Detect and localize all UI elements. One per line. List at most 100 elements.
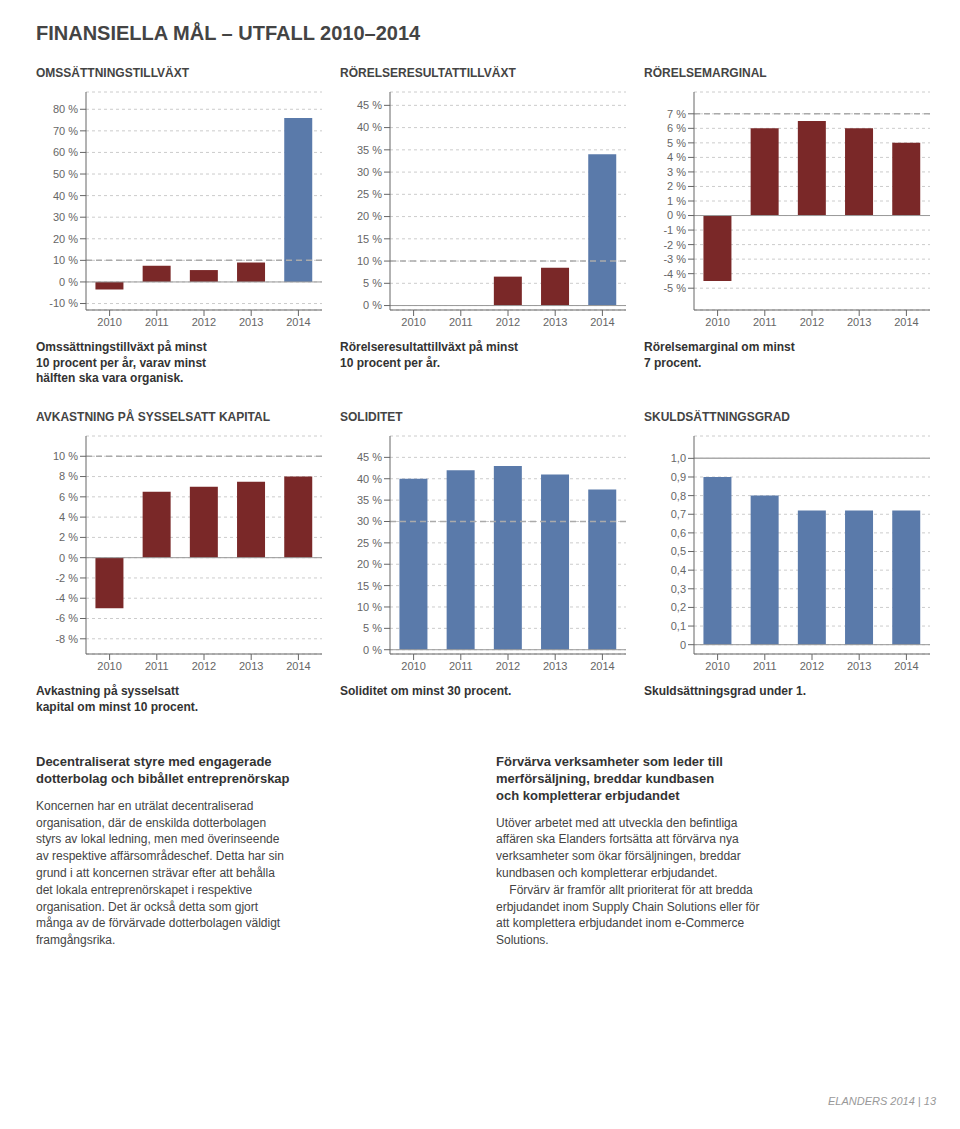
svg-text:3 %: 3 % [667,166,686,178]
svg-text:35 %: 35 % [357,494,382,506]
svg-text:40 %: 40 % [53,190,78,202]
svg-text:0,3: 0,3 [671,583,686,595]
svg-text:25 %: 25 % [357,188,382,200]
svg-text:-10 %: -10 % [49,297,78,309]
svg-text:2014: 2014 [286,316,310,328]
svg-text:2010: 2010 [97,316,121,328]
svg-text:2013: 2013 [847,660,871,672]
svg-text:0 %: 0 % [363,299,382,311]
html-text:Rörelseresultattillväxt på min: Rörelseresultattillväxt på minst 10 proc… [340,340,519,370]
svg-text:2010: 2010 [401,660,425,672]
svg-text:2012: 2012 [496,316,520,328]
svg-text:2012: 2012 [800,660,824,672]
svg-text:20 %: 20 % [357,558,382,570]
svg-text:5 %: 5 % [363,277,382,289]
svg-text:0: 0 [680,639,686,651]
svg-text:-4 %: -4 % [55,592,78,604]
svg-text:4 %: 4 % [59,511,78,523]
svg-text:2011: 2011 [753,660,777,672]
html-text:Utöver arbetet med att utveckl: Utöver arbetet med att utveckla den befi… [496,815,760,948]
svg-text:2010: 2010 [705,316,729,328]
svg-text:-5 %: -5 % [663,282,686,294]
svg-text:6 %: 6 % [59,491,78,503]
svg-text:2013: 2013 [543,316,567,328]
svg-text:60 %: 60 % [53,146,78,158]
svg-text:2012: 2012 [800,316,824,328]
svg-text:0,7: 0,7 [671,508,686,520]
svg-text:2010: 2010 [97,660,121,672]
svg-text:15 %: 15 % [357,580,382,592]
svg-text:35 %: 35 % [357,144,382,156]
svg-text:-2 %: -2 % [663,239,686,251]
html-text:Omssättningstillväxt på minst: Omssättningstillväxt på minst 10 procent… [36,340,207,386]
svg-text:-8 %: -8 % [55,633,78,645]
svg-text:2013: 2013 [847,316,871,328]
svg-text:1,0: 1,0 [671,452,686,464]
svg-text:2010: 2010 [401,316,425,328]
svg-text:-3 %: -3 % [663,253,686,265]
svg-text:5 %: 5 % [667,137,686,149]
svg-text:30 %: 30 % [357,515,382,527]
svg-text:2014: 2014 [894,660,918,672]
svg-text:-2 %: -2 % [55,572,78,584]
svg-text:2 %: 2 % [667,180,686,192]
svg-text:-1 %: -1 % [663,224,686,236]
svg-text:10 %: 10 % [53,254,78,266]
svg-text:10 %: 10 % [53,450,78,462]
svg-text:20 %: 20 % [357,210,382,222]
svg-text:2 %: 2 % [59,531,78,543]
svg-text:2011: 2011 [145,660,169,672]
svg-text:20 %: 20 % [53,233,78,245]
svg-text:0 %: 0 % [59,276,78,288]
svg-text:2014: 2014 [894,316,918,328]
svg-text:2012: 2012 [496,660,520,672]
svg-text:2013: 2013 [239,660,263,672]
svg-text:80 %: 80 % [53,103,78,115]
svg-text:6 %: 6 % [667,122,686,134]
svg-text:2011: 2011 [449,660,473,672]
svg-text:0,2: 0,2 [671,601,686,613]
svg-text:2010: 2010 [705,660,729,672]
svg-text:45 %: 45 % [357,451,382,463]
svg-text:15 %: 15 % [357,233,382,245]
svg-text:0,8: 0,8 [671,490,686,502]
svg-text:2011: 2011 [449,316,473,328]
svg-text:0 %: 0 % [59,552,78,564]
svg-text:0 %: 0 % [363,644,382,656]
svg-text:1 %: 1 % [667,195,686,207]
svg-text:2014: 2014 [590,660,614,672]
svg-text:0,6: 0,6 [671,527,686,539]
svg-text:10 %: 10 % [357,601,382,613]
svg-text:0,1: 0,1 [671,620,686,632]
svg-text:25 %: 25 % [357,537,382,549]
svg-text:2014: 2014 [286,660,310,672]
svg-text:50 %: 50 % [53,168,78,180]
html-text:Förvärva verksamheter som lede: Förvärva verksamheter som leder till mer… [496,754,723,803]
svg-text:-4 %: -4 % [663,268,686,280]
html-text:Koncernen har en uträlat decen: Koncernen har en uträlat decentraliserad… [36,798,284,948]
svg-text:0,9: 0,9 [671,471,686,483]
svg-text:8 %: 8 % [59,470,78,482]
svg-text:-6 %: -6 % [55,612,78,624]
svg-text:2014: 2014 [590,316,614,328]
svg-text:2011: 2011 [145,316,169,328]
svg-text:7 %: 7 % [667,108,686,120]
html-text:Decentraliserat styre med enga: Decentraliserat styre med engagerade dot… [36,754,290,786]
svg-text:30 %: 30 % [53,211,78,223]
svg-text:70 %: 70 % [53,125,78,137]
svg-text:2013: 2013 [543,660,567,672]
svg-text:40 %: 40 % [357,473,382,485]
svg-text:30 %: 30 % [357,166,382,178]
svg-text:0,4: 0,4 [671,564,686,576]
svg-text:2012: 2012 [192,660,216,672]
svg-text:0,5: 0,5 [671,545,686,557]
svg-text:5 %: 5 % [363,622,382,634]
svg-text:2013: 2013 [239,316,263,328]
svg-text:40 %: 40 % [357,121,382,133]
svg-text:45 %: 45 % [357,99,382,111]
svg-text:0 %: 0 % [667,209,686,221]
svg-text:2012: 2012 [192,316,216,328]
svg-text:2011: 2011 [753,316,777,328]
svg-text:10 %: 10 % [357,255,382,267]
svg-text:4 %: 4 % [667,151,686,163]
